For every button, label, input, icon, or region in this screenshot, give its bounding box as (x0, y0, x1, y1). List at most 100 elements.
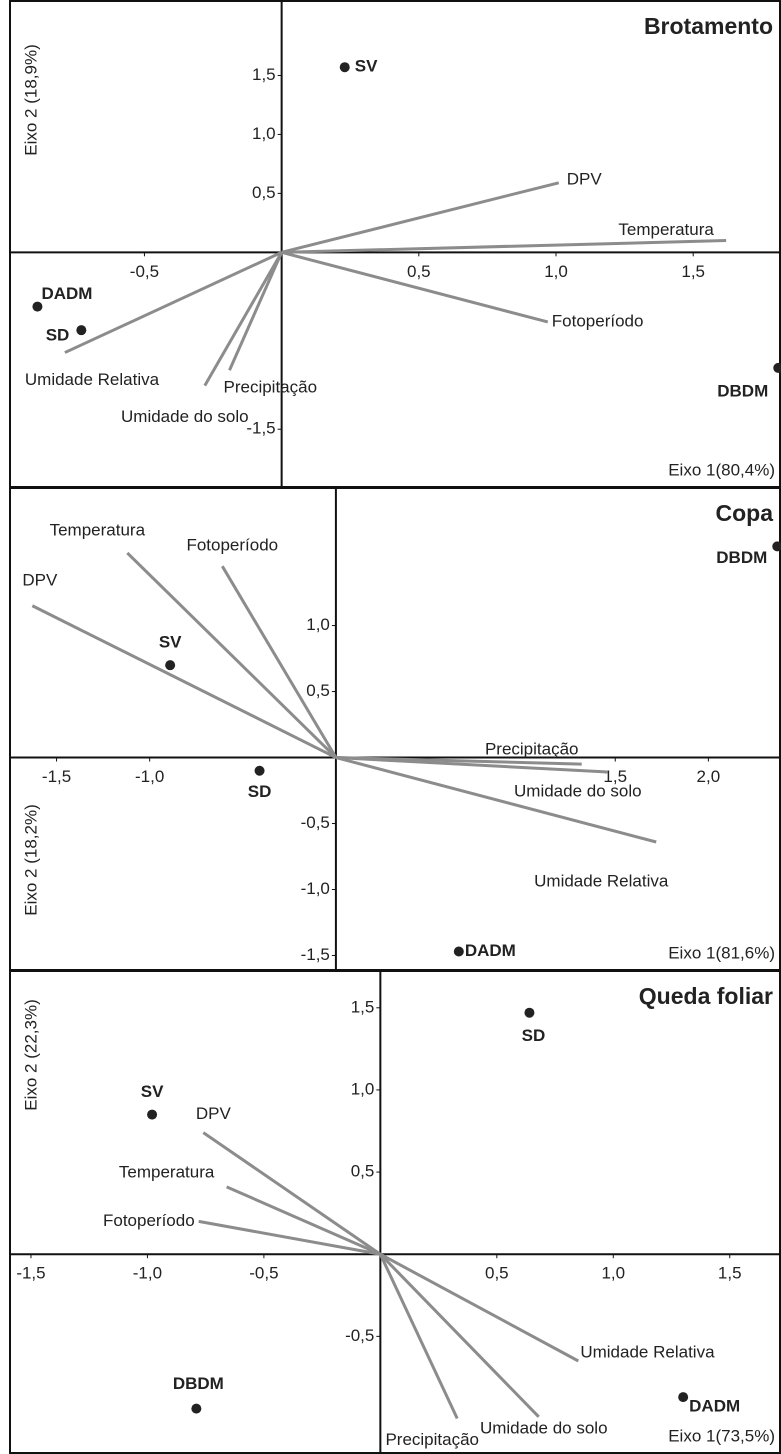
x-tick-label: 1,0 (544, 262, 568, 281)
y-tick-label: 0,5 (252, 183, 276, 202)
x-tick-label: -1,0 (135, 767, 164, 786)
point-label: SV (141, 1082, 164, 1101)
point-label: DADM (465, 941, 516, 960)
y-axis-label: Eixo 2 (18,2%) (21, 804, 40, 916)
y-tick-label: -1,5 (246, 419, 275, 438)
point-label: DBDM (716, 548, 767, 567)
vector (64, 250, 283, 354)
x-axis-label: Eixo 1(73,5%) (668, 1426, 775, 1445)
x-tick-label: 2,0 (697, 767, 721, 786)
x-tick-label: -1,5 (42, 767, 71, 786)
vector-label: Fotoperíodo (103, 1211, 195, 1230)
vector-label: DPV (22, 570, 58, 589)
chart-title: Copa (716, 500, 774, 526)
vector-label: DPV (196, 1104, 232, 1123)
y-tick-label: -0,5 (301, 813, 330, 832)
vector-label: Umidade do solo (480, 1418, 608, 1437)
vector (281, 250, 549, 324)
point (76, 325, 87, 336)
vector (31, 604, 337, 759)
vector-label: Precipitação (385, 1430, 479, 1449)
vector (281, 181, 560, 254)
point-label: SD (46, 326, 70, 345)
y-tick-label: 1,0 (252, 124, 276, 143)
vector-label: DPV (567, 169, 603, 188)
x-tick-label: -0,5 (249, 1264, 278, 1283)
vector (203, 251, 283, 387)
vector-label: Umidade Relativa (534, 871, 669, 890)
point-label: DADM (689, 1397, 740, 1416)
vector (221, 565, 338, 759)
point (524, 1007, 535, 1018)
y-tick-label: -1,5 (301, 945, 330, 964)
vector-label: Precipitação (224, 378, 318, 397)
point (165, 660, 176, 671)
y-tick-label: 1,5 (252, 65, 276, 84)
point (254, 765, 265, 776)
point (147, 1109, 158, 1120)
x-tick-label: -1,0 (133, 1264, 162, 1283)
vector (335, 756, 657, 844)
chart-title: Brotamento (644, 13, 773, 39)
y-tick-label: 1,0 (351, 1079, 375, 1098)
x-tick-label: 0,5 (485, 1264, 509, 1283)
point-label: SV (355, 57, 378, 76)
vector (228, 251, 284, 371)
y-tick-label: 0,5 (351, 1162, 375, 1181)
vector-label: Temperatura (618, 220, 714, 239)
x-tick-label: 0,5 (407, 262, 431, 281)
vector-label: Fotoperíodo (552, 311, 644, 330)
panel-frame (9, 970, 781, 1454)
vector-label: Precipitação (485, 740, 579, 759)
point (678, 1392, 689, 1403)
point (339, 62, 350, 73)
point-label: DBDM (173, 1374, 224, 1393)
point-label: SD (522, 1026, 546, 1045)
vector-label: Temperatura (119, 1162, 215, 1181)
y-tick-label: 1,5 (351, 997, 375, 1016)
point (773, 362, 781, 373)
chart-title: Queda foliar (639, 983, 773, 1009)
x-tick-label: 1,5 (718, 1264, 742, 1283)
vector (226, 1185, 381, 1256)
y-axis-label: Eixo 2 (22,3%) (21, 999, 40, 1111)
point-label: DBDM (717, 381, 768, 400)
vector-label: Umidade do solo (514, 782, 642, 801)
y-tick-label: 0,5 (306, 681, 330, 700)
point (772, 541, 781, 552)
y-tick-label: 1,0 (306, 615, 330, 634)
point-label: SV (159, 633, 182, 652)
vector (335, 756, 608, 774)
vector-label: Umidade Relativa (25, 370, 160, 389)
panel: Brotamento Eixo 1(80,4%) Eixo 2 (18,9%) -0,… (9, 0, 781, 488)
vector (379, 1253, 540, 1418)
vector-label: Temperatura (50, 520, 146, 539)
y-tick-label: -0,5 (345, 1326, 374, 1345)
point (191, 1403, 202, 1414)
vector-label: Fotoperíodo (186, 536, 278, 555)
panel-frame (9, 487, 781, 971)
x-axis-label: Eixo 1(80,4%) (668, 460, 775, 479)
x-tick-label: 1,5 (603, 767, 627, 786)
vector (198, 1219, 381, 1256)
vector-label: Umidade do solo (121, 407, 249, 426)
x-tick-label: 1,5 (681, 262, 705, 281)
vector-label: Umidade Relativa (580, 1342, 715, 1361)
point (32, 301, 43, 312)
vector (126, 551, 337, 759)
x-tick-label: 1,0 (601, 1264, 625, 1283)
point-label: SD (248, 782, 272, 801)
y-tick-label: -1,0 (301, 879, 330, 898)
y-axis-label: Eixo 2 (18,9%) (21, 44, 40, 156)
vector (379, 1252, 580, 1363)
x-axis-label: Eixo 1(81,6%) (668, 943, 775, 962)
point-label: DADM (41, 284, 92, 303)
point (453, 946, 464, 957)
vector (281, 239, 727, 254)
panel: Queda foliar Eixo 1(73,5%) Eixo 2 (22,3%) -… (9, 970, 781, 1454)
x-tick-label: -0,5 (130, 262, 159, 281)
vector (379, 1253, 459, 1420)
